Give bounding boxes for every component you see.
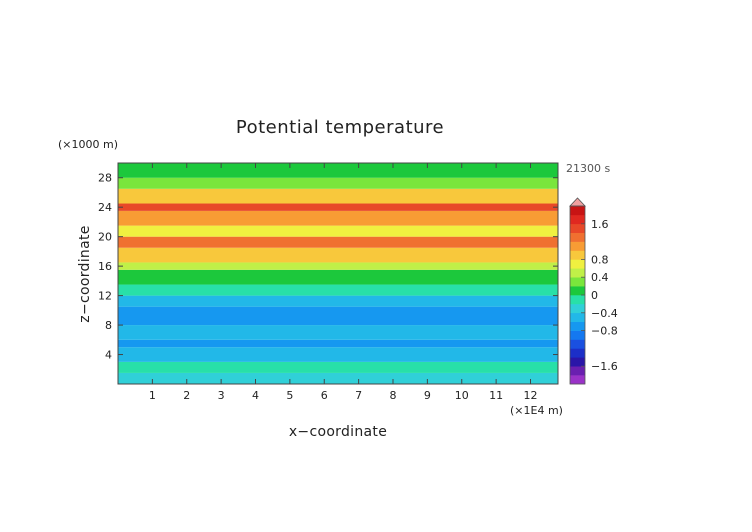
field-layer: [118, 247, 558, 263]
colorbar-bin: [570, 357, 585, 367]
colorbar-bin: [570, 214, 585, 225]
field-layer: [118, 306, 558, 326]
y-tick-label: 4: [105, 349, 112, 362]
y-unit-label: (×1000 m): [58, 138, 118, 151]
colorbar: 1.6 0.8 0.4 0 −0.4 −0.8 −1.6: [569, 197, 618, 385]
field-layer: [118, 284, 558, 296]
colorbar-bin: [570, 348, 585, 358]
x-tick-label: 11: [489, 389, 503, 402]
field-layer: [118, 163, 558, 178]
y-tick-label: 24: [98, 201, 112, 214]
field-layer: [118, 361, 558, 373]
colorbar-bin: [570, 303, 585, 314]
colorbar-bin: [570, 206, 585, 216]
colorbar-bin: [570, 321, 585, 331]
colorbar-tick-label: −0.4: [591, 307, 618, 320]
colorbar-bin: [570, 259, 585, 269]
x-tick-label: 7: [355, 389, 362, 402]
colorbar-bin: [570, 250, 585, 260]
chart-title: Potential temperature: [236, 117, 444, 138]
y-tick-label: 20: [98, 231, 112, 244]
y-tick-label: 16: [98, 260, 112, 273]
x-tick-label: 4: [252, 389, 259, 402]
colorbar-bin: [570, 366, 585, 376]
field-layer: [118, 372, 558, 384]
y-tick-label: 8: [105, 319, 112, 332]
x-tick-label: 1: [149, 389, 156, 402]
y-tick-label: 28: [98, 172, 112, 185]
colorbar-tick-label: 1.6: [591, 218, 609, 231]
x-tick-label: 8: [390, 389, 397, 402]
x-tick-label: 9: [424, 389, 431, 402]
y-tick-label: 12: [98, 290, 112, 303]
field-layer: [118, 295, 558, 307]
colorbar-tick-label: 0.4: [591, 271, 609, 284]
colorbar-tick-label: 0.8: [591, 253, 609, 266]
colorbar-bin: [570, 268, 585, 278]
x-tick-label: 3: [218, 389, 225, 402]
colorbar-tick-label: 0: [591, 289, 598, 302]
colorbar-bin: [570, 295, 585, 305]
field-layer: [118, 262, 558, 270]
colorbar-tick-label: −0.8: [591, 325, 618, 338]
field-layer: [118, 203, 558, 211]
field-layer: [118, 236, 558, 248]
time-label: 21300 s: [566, 162, 610, 175]
x-tick-label: 2: [183, 389, 190, 402]
field-layer: [118, 225, 558, 237]
colorbar-bin: [570, 312, 585, 322]
field-layer: [118, 188, 558, 204]
x-tick-label: 5: [286, 389, 293, 402]
y-axis-ticks: 4 8 12 16 20 24 28: [98, 172, 558, 362]
colorbar-bin: [570, 277, 585, 287]
colorbar-bin: [570, 339, 585, 349]
plot-area: [118, 163, 558, 384]
field-layer: [118, 325, 558, 340]
x-axis-title: x−coordinate: [289, 424, 387, 440]
x-tick-label: 12: [524, 389, 538, 402]
field-layer: [118, 177, 558, 189]
x-unit-label: (×1E4 m): [510, 404, 563, 417]
colorbar-bin: [570, 241, 585, 251]
plot-frame: [117, 162, 559, 385]
field-layer: [118, 269, 558, 285]
field-layer: [118, 339, 558, 348]
colorbar-bin: [570, 286, 585, 296]
colorbar-bin: [570, 330, 585, 340]
field-layer: [118, 210, 558, 226]
colorbar-bin: [570, 232, 585, 242]
colorbar-tick-label: −1.6: [591, 360, 618, 373]
x-tick-label: 10: [455, 389, 469, 402]
field-layer: [118, 347, 558, 362]
x-axis-ticks: 1 2 3 4 5 6 7 8 9 10 11 12: [149, 163, 538, 402]
y-axis-title: z−coordinate: [77, 225, 93, 322]
colorbar-bin: [570, 375, 585, 385]
colorbar-bin: [570, 223, 585, 233]
colorbar-extend-triangle: [569, 197, 586, 207]
x-tick-label: 6: [321, 389, 328, 402]
